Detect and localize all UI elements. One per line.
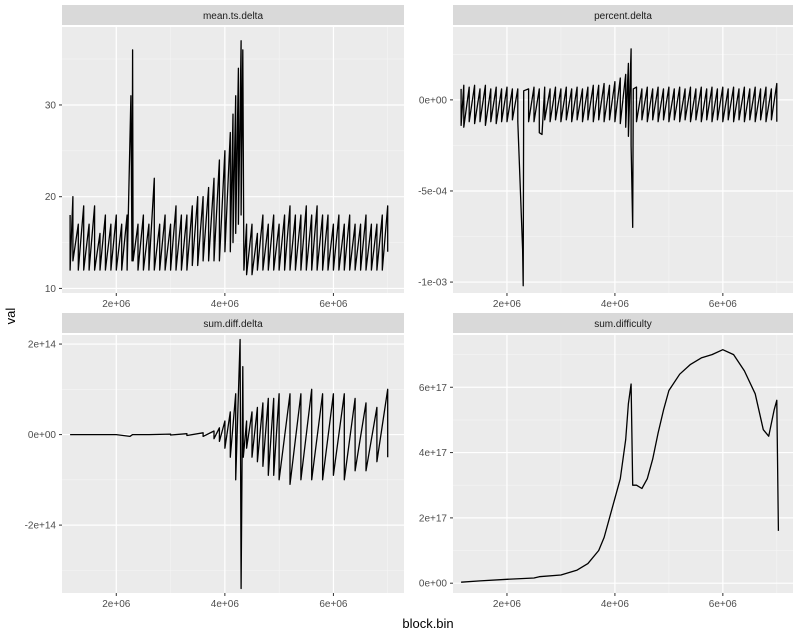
y-tick-label: -1e-03	[418, 278, 447, 289]
y-tick-label: -5e-04	[418, 186, 447, 197]
facet-strip	[453, 5, 793, 25]
y-tick-label: 10	[45, 284, 57, 295]
facet-panel-percent-delta: percent.delta 2e+06 4e+06 6e+06 0e+00 -5e-04 -…	[418, 5, 793, 310]
x-tick-label: 6e+06	[319, 599, 348, 610]
panel-background	[453, 27, 793, 293]
y-tick-label: 0e+00	[28, 430, 57, 441]
series-line-0	[460, 48, 778, 287]
series-line-0	[69, 40, 389, 276]
facet-panel-sum-difficulty: sum.difficulty 2e+06 4e+06 6e+06 0e+00 2e+17 4…	[419, 313, 793, 610]
x-tick-label: 6e+06	[709, 299, 738, 310]
x-tick-label: 2e+06	[102, 599, 131, 610]
facet-strip-label: percent.delta	[594, 11, 652, 22]
facet-strip-label: mean.ts.delta	[203, 11, 263, 22]
y-tick-label: 0e+00	[419, 579, 448, 590]
x-tick-label: 2e+06	[493, 599, 522, 610]
x-tick-label: 4e+06	[211, 599, 240, 610]
x-tick-label: 2e+06	[102, 299, 131, 310]
panel-background	[453, 335, 793, 593]
facet-strip	[453, 313, 793, 333]
y-tick-label: 2e+17	[419, 513, 448, 524]
x-tick-label: 4e+06	[601, 599, 630, 610]
facet-strip-label: sum.diff.delta	[203, 319, 263, 330]
x-tick-label: 2e+06	[493, 299, 522, 310]
x-tick-label: 6e+06	[709, 599, 738, 610]
facet-strip-label: sum.difficulty	[594, 319, 652, 330]
y-tick-label: 30	[45, 100, 57, 111]
x-axis-label: block.bin	[402, 616, 453, 631]
facet-strip	[62, 313, 404, 333]
facet-panel-mean-ts-delta: mean.ts.delta 2e+06 4e+06 6e+06 10 20 30	[45, 5, 404, 310]
y-tick-label: 20	[45, 192, 57, 203]
x-tick-label: 4e+06	[211, 299, 240, 310]
panel-background	[62, 335, 404, 593]
x-tick-label: 6e+06	[319, 299, 348, 310]
y-axis-label: val	[3, 308, 18, 325]
facet-strip	[62, 5, 404, 25]
facet-panel-sum-diff-delta: sum.diff.delta 2e+06 4e+06 6e+06 2e+14 0e+00 -…	[25, 313, 404, 610]
y-tick-label: -2e+14	[25, 521, 57, 532]
y-tick-label: 4e+17	[419, 448, 448, 459]
x-tick-label: 4e+06	[601, 299, 630, 310]
y-tick-label: 0e+00	[419, 95, 448, 106]
series-line-0	[461, 349, 780, 583]
series-line-0	[70, 338, 389, 590]
y-tick-label: 6e+17	[419, 383, 448, 394]
y-tick-label: 2e+14	[28, 340, 57, 351]
